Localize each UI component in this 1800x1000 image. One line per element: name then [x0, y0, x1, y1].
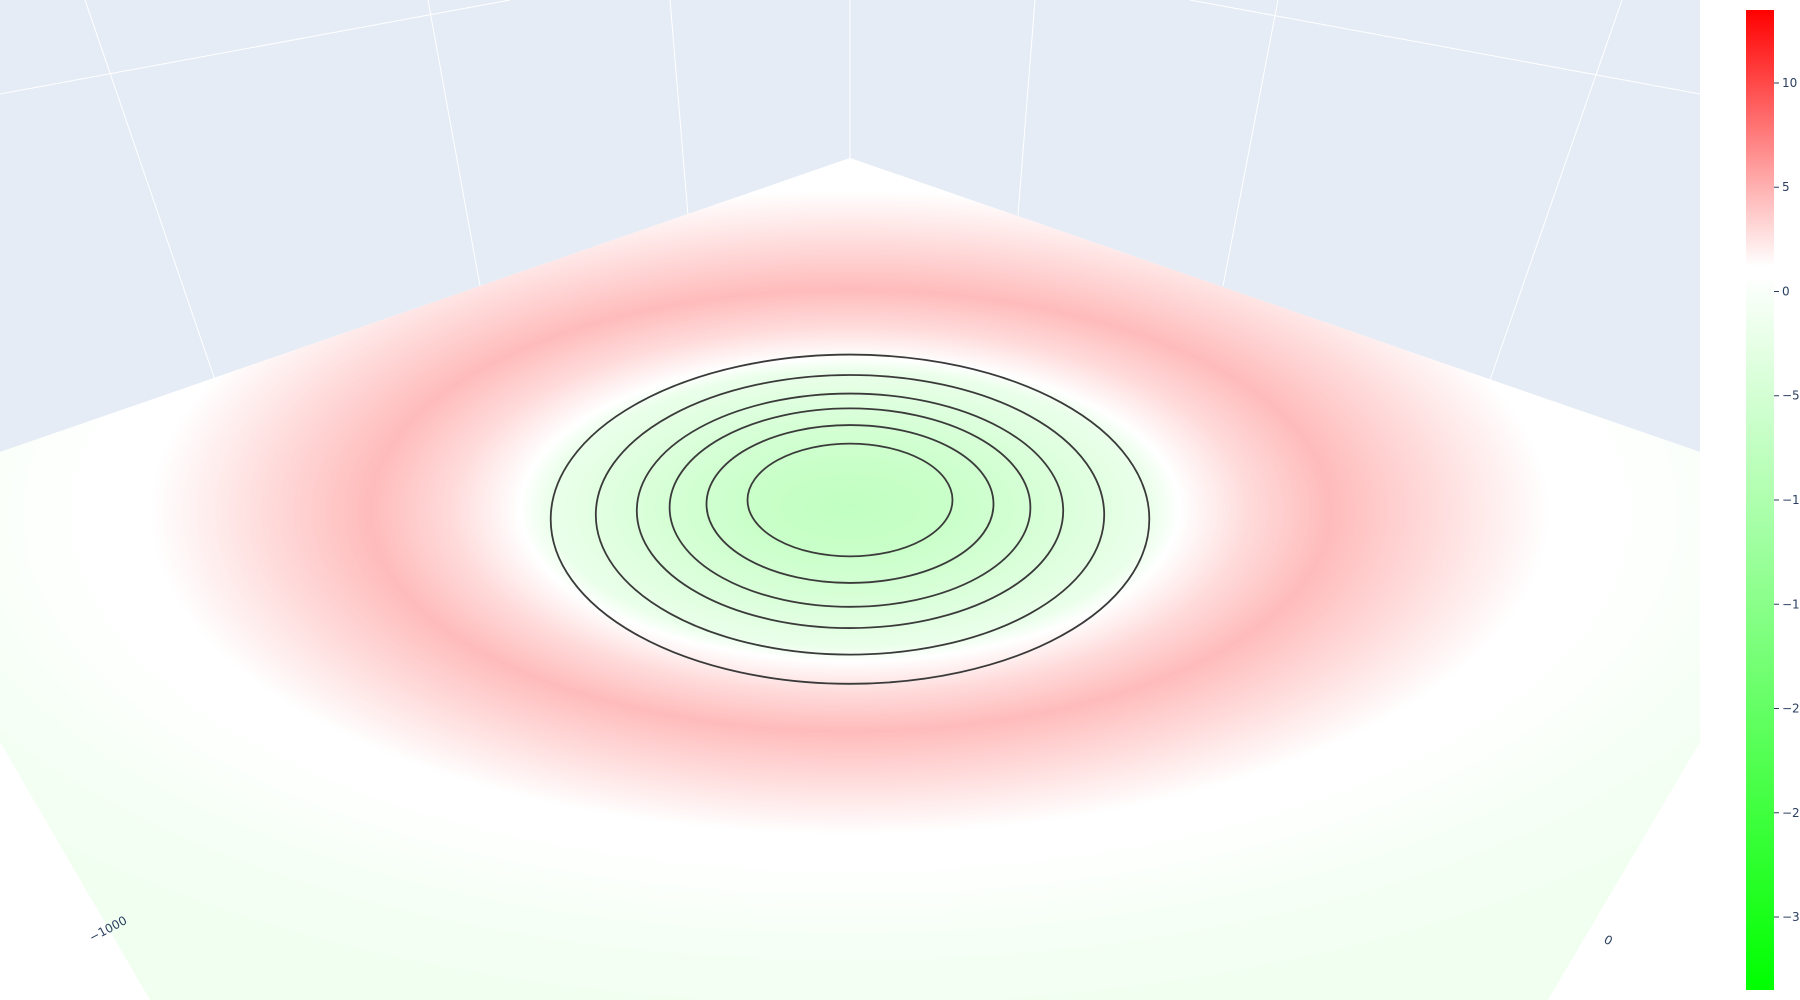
colorbar-tick-label: −25 [1782, 806, 1800, 820]
wall-gridlines [0, 0, 1701, 381]
colorbar-tick-label: −5 [1782, 389, 1800, 403]
x-tick-label-1: 0 [1602, 932, 1615, 948]
contour-line [668, 407, 1032, 608]
colorbar-tick-label: 10 [1782, 76, 1797, 90]
gridline [427, 0, 481, 287]
colorbar [1746, 10, 1774, 990]
gridline [0, 0, 511, 95]
gridline [1489, 0, 1623, 381]
contour-line [549, 353, 1151, 685]
colorbar-tick-label: −10 [1782, 493, 1800, 507]
colorbar-tick-label: 0 [1782, 284, 1790, 298]
colorbar-tick-label: −20 [1782, 702, 1800, 716]
back-wall-right [850, 0, 1700, 452]
gridline [669, 0, 689, 216]
gridline [1017, 0, 1036, 216]
contour-line [705, 424, 995, 584]
gridline [1222, 0, 1279, 287]
contour-line [635, 392, 1065, 629]
colorbar-tick-label: −30 [1782, 910, 1800, 924]
colorbar-tick-label: −15 [1782, 597, 1800, 611]
back-wall-left [0, 0, 850, 452]
contour-line [594, 374, 1106, 656]
contour-lines [549, 353, 1151, 685]
colorbar-ticks: 10 5 0 −5 −10 −15 −20 −25 −30 [1774, 76, 1800, 924]
contour-line [746, 442, 954, 558]
colorbar-tick-label: 5 [1782, 180, 1790, 194]
gridline [84, 0, 216, 381]
gridline [1189, 0, 1701, 95]
